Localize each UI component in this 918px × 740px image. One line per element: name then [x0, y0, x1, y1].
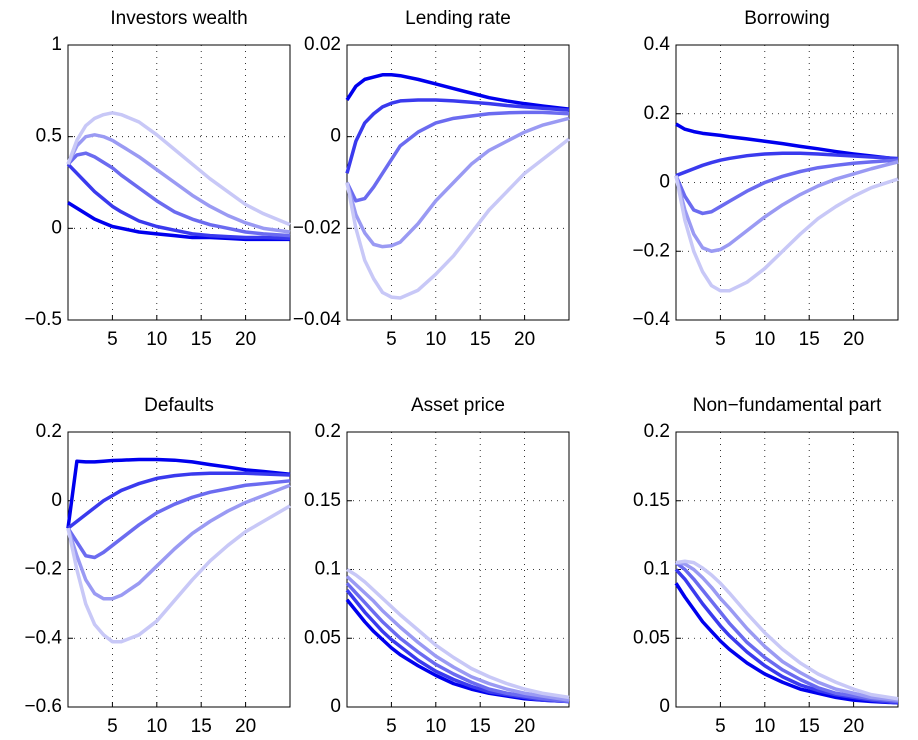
y-tick-label: 0.4	[644, 34, 671, 55]
y-tick-label: −0.4	[24, 627, 62, 648]
series-line	[66, 111, 291, 227]
y-tick-label: −0.2	[24, 559, 62, 580]
y-tick-label: 0	[51, 217, 62, 238]
series-line	[345, 575, 570, 702]
series-line	[674, 582, 899, 705]
y-tick-label: 0.15	[633, 490, 670, 511]
series-line	[675, 560, 899, 702]
x-tick-label: 10	[754, 329, 775, 350]
y-tick-label: 0.15	[304, 490, 341, 511]
x-tick-label: 10	[425, 329, 446, 350]
series-line	[674, 160, 899, 253]
chart-title: Asset price	[411, 395, 505, 416]
x-tick-label: 5	[386, 329, 397, 350]
y-tick-label: 0	[330, 126, 341, 147]
y-tick-label: 0.1	[644, 559, 670, 580]
series-line	[675, 151, 899, 178]
series-line	[66, 504, 291, 644]
y-tick-label: 0	[330, 696, 341, 717]
series-line	[345, 110, 570, 203]
axes-frame	[67, 44, 291, 321]
x-tick-label: 10	[754, 716, 775, 737]
y-tick-label: 0.2	[644, 103, 670, 124]
y-tick-label: 0.05	[304, 627, 341, 648]
y-tick-label: −0.2	[632, 240, 670, 261]
series-line	[66, 483, 291, 601]
series-line	[66, 471, 291, 530]
x-tick-label: 5	[107, 329, 118, 350]
chart-title: Non−fundamental part	[693, 395, 882, 416]
y-tick-label: 0.02	[304, 34, 341, 55]
y-tick-label: −0.02	[293, 217, 341, 238]
chart-title: Defaults	[144, 395, 214, 416]
y-tick-label: 1	[51, 34, 62, 55]
y-tick-label: 0.5	[36, 126, 62, 147]
y-tick-label: 0	[659, 696, 670, 717]
series-line	[346, 568, 570, 700]
y-tick-label: −0.04	[293, 309, 342, 330]
series-line	[66, 151, 291, 238]
series-line	[67, 201, 290, 242]
x-tick-label: 5	[715, 716, 726, 737]
y-tick-label: −0.6	[24, 696, 62, 717]
x-tick-label: 15	[191, 329, 212, 350]
x-tick-label: 5	[386, 716, 397, 737]
series-line	[675, 122, 899, 161]
axes-frame	[346, 44, 570, 321]
y-tick-label: −0.5	[24, 309, 62, 330]
y-tick-label: 0	[51, 490, 62, 511]
y-tick-label: 0.2	[644, 421, 670, 442]
series-line	[345, 73, 570, 111]
x-tick-label: 10	[146, 716, 167, 737]
x-tick-label: 10	[146, 329, 167, 350]
chart-title: Borrowing	[744, 8, 830, 29]
axes-frame	[675, 44, 899, 321]
series-line	[674, 158, 899, 216]
series-line	[345, 116, 570, 249]
x-tick-label: 20	[514, 329, 535, 350]
x-tick-label: 20	[843, 716, 864, 737]
y-tick-label: 0.2	[36, 421, 62, 442]
series-line	[66, 133, 291, 234]
series-line	[66, 162, 291, 241]
x-tick-label: 15	[470, 329, 491, 350]
x-tick-label: 5	[107, 716, 118, 737]
chart-title: Investors wealth	[110, 8, 247, 29]
y-tick-label: 0.1	[315, 559, 341, 580]
series-line	[345, 98, 570, 174]
x-tick-label: 20	[235, 329, 256, 350]
x-tick-label: 20	[235, 716, 256, 737]
x-tick-label: 10	[425, 716, 446, 737]
y-tick-label: 0.05	[633, 627, 670, 648]
x-tick-label: 20	[843, 329, 864, 350]
series-line	[674, 175, 899, 293]
series-line	[674, 561, 899, 704]
series-line	[345, 582, 570, 704]
series-line	[675, 559, 899, 701]
series-line	[66, 479, 291, 560]
series-line	[345, 598, 570, 704]
y-tick-label: 0.2	[315, 421, 341, 442]
series-line	[345, 137, 571, 300]
x-tick-label: 15	[799, 329, 820, 350]
x-tick-label: 20	[514, 716, 535, 737]
x-tick-label: 15	[799, 716, 820, 737]
y-tick-label: −0.4	[632, 309, 670, 330]
y-tick-label: 0	[659, 172, 670, 193]
axes-frame	[67, 431, 291, 708]
x-tick-label: 15	[191, 716, 212, 737]
series-line	[66, 457, 291, 529]
axes-frame	[346, 431, 570, 708]
chart-title: Lending rate	[405, 8, 511, 29]
x-tick-label: 5	[715, 329, 726, 350]
x-tick-label: 15	[470, 716, 491, 737]
